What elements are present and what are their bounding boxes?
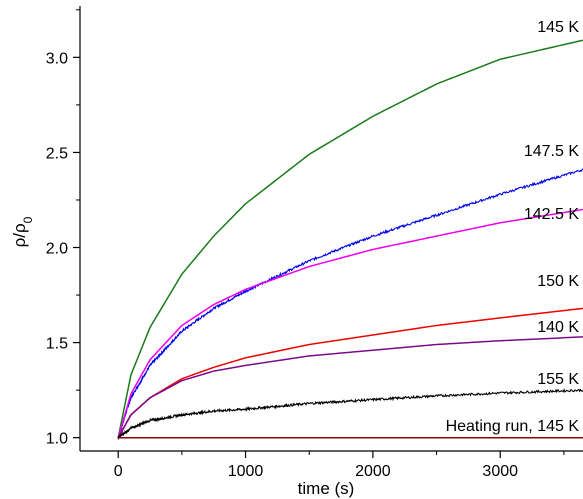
axes-layer: 0 1000 2000 3000 1.0 1.5 2.0 2.5 3.0: [46, 6, 583, 480]
y-tick-label: 2.0: [46, 241, 68, 258]
x-tick-label: 3000: [482, 463, 518, 480]
curve-label: 145 K: [537, 19, 579, 36]
series-line-1: [117, 168, 583, 439]
x-tick-label: 0: [114, 463, 123, 480]
series-line-4: [117, 336, 583, 439]
x-tick-label: 1000: [228, 463, 264, 480]
series-layer: [117, 39, 583, 440]
y-tick-label: 2.5: [46, 145, 68, 162]
series-line-0: [117, 39, 583, 438]
annotation-layer: 145 K 147.5 K 142.5 K 150 K 140 K 155 K Heatin…: [446, 19, 580, 435]
curve-label: 155 K: [537, 371, 579, 388]
y-tick-label: 3.0: [46, 50, 68, 67]
y-axis-label-base: ρ/ρ: [10, 223, 29, 247]
x-tick-label: 2000: [355, 463, 391, 480]
curve-label: Heating run, 145 K: [446, 418, 580, 435]
series-line-2: [117, 208, 583, 438]
y-tick-label: 1.0: [46, 431, 68, 448]
curve-label: 150 K: [537, 273, 579, 290]
curve-label: 142.5 K: [524, 206, 579, 223]
series-line-5: [117, 388, 583, 440]
curve-label: 147.5 K: [524, 143, 579, 160]
y-axis-label: ρ/ρ0: [10, 216, 35, 247]
curve-label: 140 K: [537, 319, 579, 336]
x-axis-label: time (s): [298, 479, 355, 498]
y-axis-label-sub: 0: [21, 216, 35, 223]
y-tick-label: 1.5: [46, 336, 68, 353]
